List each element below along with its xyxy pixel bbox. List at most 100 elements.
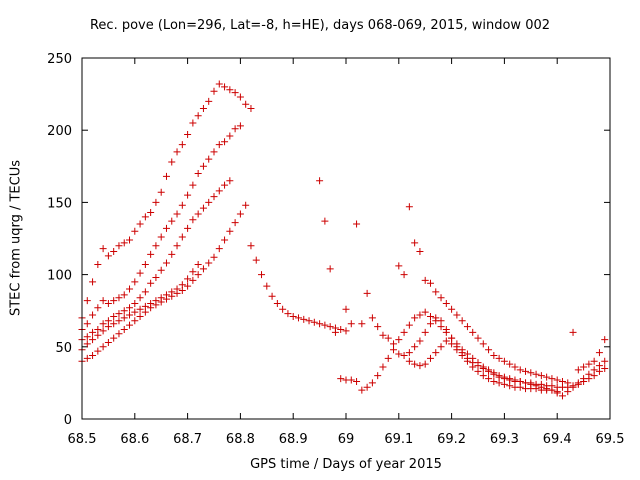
data-point (152, 198, 160, 206)
data-point (258, 271, 266, 279)
data-point (89, 328, 97, 336)
data-point (601, 364, 609, 372)
data-point (157, 266, 165, 274)
data-point (89, 336, 97, 344)
data-point (337, 375, 345, 383)
data-point (162, 295, 170, 303)
data-point (104, 338, 112, 346)
data-point (553, 376, 561, 384)
data-point (184, 224, 192, 232)
data-point (221, 236, 229, 244)
data-point (580, 377, 588, 385)
data-point (400, 351, 408, 359)
data-point (432, 314, 440, 322)
series-arc6 (316, 177, 609, 400)
data-point (548, 375, 556, 383)
series-arc2 (78, 122, 244, 333)
data-point (469, 328, 477, 336)
data-point (279, 305, 287, 313)
data-point (215, 141, 223, 149)
data-point (184, 131, 192, 139)
data-point (210, 253, 218, 261)
data-point (432, 288, 440, 296)
data-point (395, 262, 403, 270)
y-tick-label: 0 (64, 413, 72, 428)
data-point (485, 367, 493, 375)
data-point (316, 177, 324, 185)
data-point (474, 334, 482, 342)
data-point (595, 349, 603, 357)
data-point (120, 291, 128, 299)
data-point (110, 247, 118, 255)
data-point (516, 366, 524, 374)
data-point (426, 320, 434, 328)
data-point (500, 380, 508, 388)
data-point (194, 271, 202, 279)
data-point (574, 380, 582, 388)
data-point (485, 375, 493, 383)
data-point (136, 312, 144, 320)
data-point (506, 360, 514, 368)
data-point (194, 260, 202, 268)
data-point (247, 105, 255, 113)
data-point (405, 321, 413, 329)
data-point (384, 334, 392, 342)
data-point (126, 285, 134, 293)
data-point (485, 346, 493, 354)
x-tick-label: 69 (338, 432, 355, 447)
data-point (442, 337, 450, 345)
data-point (189, 119, 197, 127)
data-point (442, 325, 450, 333)
data-point (405, 203, 413, 211)
data-point (126, 311, 134, 319)
data-point (205, 259, 213, 267)
data-point (236, 210, 244, 218)
x-tick-label: 69.3 (490, 432, 519, 447)
series-arc9 (405, 337, 561, 396)
data-point (263, 282, 271, 290)
data-point (242, 201, 250, 209)
data-point (147, 304, 155, 312)
data-point (321, 217, 329, 225)
data-point (342, 305, 350, 313)
data-point (490, 377, 498, 385)
data-point (574, 366, 582, 374)
data-point (189, 268, 197, 276)
data-point (384, 354, 392, 362)
data-point (115, 330, 123, 338)
data-point (516, 383, 524, 391)
data-point (463, 323, 471, 331)
point-layer (78, 80, 609, 400)
y-tick-label: 50 (55, 341, 72, 356)
data-point (532, 370, 540, 378)
data-point (184, 282, 192, 290)
data-point (157, 298, 165, 306)
data-point (131, 299, 139, 307)
series-arc7 (342, 203, 609, 387)
data-point (221, 181, 229, 189)
data-point (405, 357, 413, 365)
data-point (173, 148, 181, 156)
data-point (199, 105, 207, 113)
x-tick-label: 68.5 (68, 432, 97, 447)
data-point (305, 317, 313, 325)
data-point (126, 321, 134, 329)
data-point (215, 245, 223, 253)
data-point (215, 187, 223, 195)
data-point (120, 314, 128, 322)
data-point (300, 315, 308, 323)
data-point (490, 370, 498, 378)
data-point (231, 89, 239, 97)
data-point (199, 204, 207, 212)
data-point (89, 311, 97, 319)
data-point (437, 294, 445, 302)
x-axis-label: GPS time / Days of year 2015 (250, 457, 442, 472)
x-tick-label: 69.4 (543, 432, 572, 447)
data-point (590, 357, 598, 365)
data-point (511, 363, 519, 371)
series-arc1 (78, 80, 255, 322)
data-point (543, 373, 551, 381)
data-point (363, 383, 371, 391)
data-point (210, 87, 218, 95)
